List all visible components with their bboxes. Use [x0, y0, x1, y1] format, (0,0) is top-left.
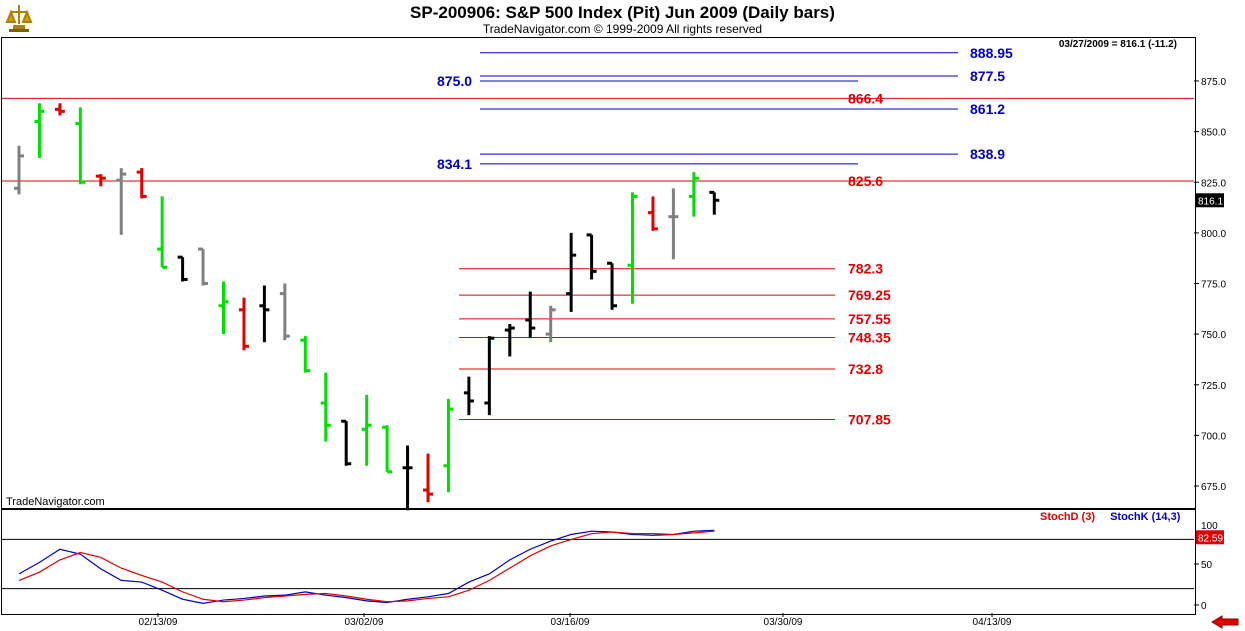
x-tick-label: 03/16/09	[551, 617, 590, 628]
x-tick-label: 04/13/09	[973, 617, 1012, 628]
watermark: TradeNavigator.com	[6, 496, 105, 508]
blue-level-label: 834.1	[437, 156, 472, 172]
red-level-label: 748.35	[848, 329, 891, 345]
stochk-legend-label: StochK (14,3)	[1110, 511, 1181, 523]
last-price-info: 03/27/2009 = 816.1 (-11.2)	[1058, 39, 1177, 50]
stoch-y-tick-label: 50	[1201, 560, 1213, 571]
title-bar: SP-200906: S&P 500 Index (Pit) Jun 2009 …	[0, 0, 1245, 37]
price-y-tick-label: 825.0	[1201, 178, 1226, 189]
price-y-tick-label: 725.0	[1201, 381, 1226, 392]
stochd-legend-label: StochD (3)	[1040, 511, 1095, 523]
stoch-y-tick-label: 0	[1201, 601, 1207, 612]
blue-level-label: 888.95	[970, 45, 1013, 61]
blue-level-label: 877.5	[970, 68, 1005, 84]
price-y-tick-label: 875.0	[1201, 77, 1226, 88]
red-level-label: 769.25	[848, 287, 891, 303]
red-level-label: 866.4	[848, 90, 883, 106]
blue-level-label: 875.0	[437, 73, 472, 89]
stoch-last-tag	[1196, 530, 1224, 545]
stoch-legend: StochD (3) StochK (14,3)	[1040, 511, 1180, 523]
copyright-subtitle: TradeNavigator.com © 1999-2009 All right…	[482, 22, 763, 36]
last-price-tag	[1196, 193, 1224, 208]
x-tick-label: 03/30/09	[764, 617, 803, 628]
x-tick-label: 02/13/09	[139, 617, 178, 628]
price-y-tick-label: 750.0	[1201, 330, 1226, 341]
red-level-label: 782.3	[848, 261, 883, 277]
stochastic-panel[interactable]	[1, 509, 1196, 615]
price-y-tick-label: 675.0	[1201, 482, 1226, 493]
last-price-tag-label: 816.1	[1198, 196, 1223, 207]
x-tick-label: 03/02/09	[345, 617, 384, 628]
scroll-left-arrow-icon[interactable]	[1210, 615, 1240, 629]
price-panel[interactable]	[1, 37, 1196, 509]
chart-title: SP-200906: S&P 500 Index (Pit) Jun 2009 …	[410, 3, 835, 22]
stochk-line	[18, 529, 715, 604]
stoch-last-tag-label: 82.59	[1198, 533, 1223, 544]
stochd-line	[18, 530, 715, 603]
red-level-label: 732.8	[848, 361, 883, 377]
price-y-tick-label: 775.0	[1201, 280, 1226, 291]
trade-navigator-logo-icon[interactable]	[3, 2, 35, 34]
red-level-label: 825.6	[848, 173, 883, 189]
price-y-tick-label: 850.0	[1201, 128, 1226, 139]
red-level-label: 707.85	[848, 411, 891, 427]
price-y-tick-label: 800.0	[1201, 229, 1226, 240]
red-level-label: 757.55	[848, 311, 891, 327]
blue-level-label: 861.2	[970, 101, 1005, 117]
stoch-y-tick-label-100: 100	[1201, 521, 1218, 532]
price-y-tick-label: 700.0	[1201, 431, 1226, 442]
blue-level-label: 838.9	[970, 146, 1005, 162]
